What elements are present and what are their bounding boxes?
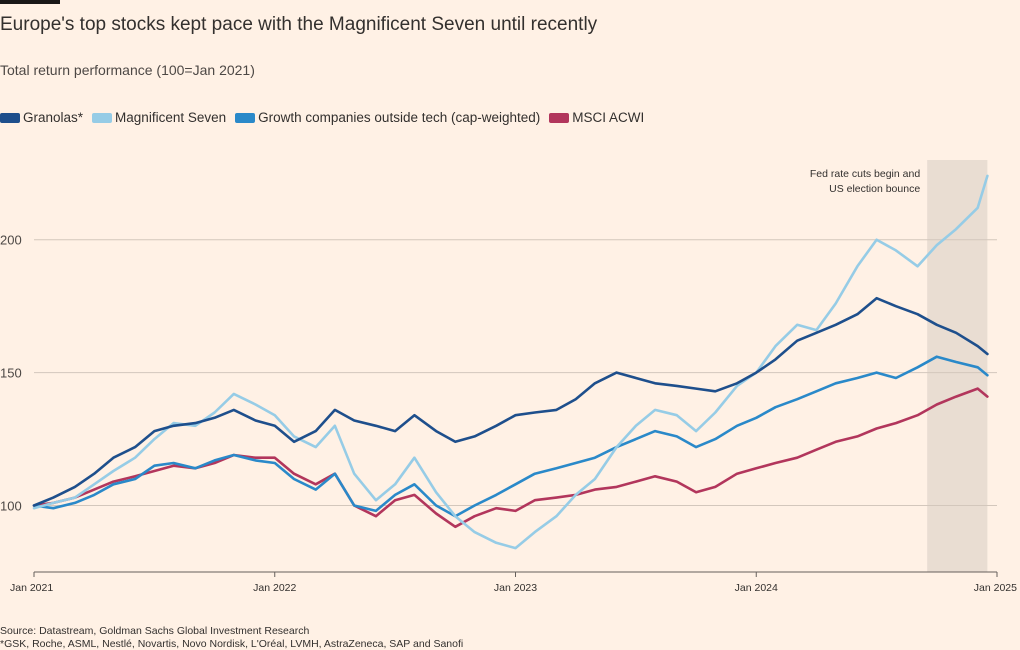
y-tick-label-150: 150 [0, 366, 22, 381]
y-tick-label-200: 200 [0, 233, 22, 248]
x-axis: Jan 2021 Jan 2022 Jan 2023 Jan 2024 Jan 2025 [10, 571, 1017, 594]
source-note: Source: Datastream, Goldman Sachs Global… [0, 625, 310, 637]
legend-label-magnificent-seven: Magnificent Seven [115, 110, 227, 125]
legend-item-magnificent-seven: Magnificent Seven [92, 110, 226, 125]
legend: Granolas* Magnificent Seven Growth compa… [0, 110, 653, 125]
series-line-magnificent-seven [32, 174, 989, 550]
brand-bar [0, 0, 60, 4]
chart-title: Europe's top stocks kept pace with the M… [0, 14, 598, 35]
series-line-msci-acwi [32, 387, 989, 529]
series-line-granolas [32, 296, 989, 507]
y-tick-label-100: 100 [0, 499, 22, 514]
legend-swatch-granolas [0, 112, 20, 123]
legend-item-msci-acwi: MSCI ACWI [549, 110, 644, 125]
chart-subtitle: Total return performance (100=Jan 2021) [0, 62, 255, 78]
series-lines [32, 174, 989, 550]
legend-label-granolas: Granolas* [23, 110, 84, 125]
legend-label-growth-companies: Growth companies outside tech (cap-weigh… [258, 110, 541, 125]
legend-swatch-growth-companies [235, 112, 256, 123]
y-axis-ticks: 100 150 200 [0, 233, 22, 514]
legend-swatch-msci-acwi [549, 112, 570, 123]
legend-item-growth-companies: Growth companies outside tech (cap-weigh… [235, 110, 540, 125]
annotation-line-1: Fed rate cuts begin and [810, 168, 920, 180]
footnote: *GSK, Roche, ASML, Nestlé, Novartis, Nov… [0, 638, 464, 650]
legend-swatch-magnificent-seven [92, 112, 113, 123]
x-tick-label-2023: Jan 2023 [494, 582, 537, 594]
series-line-growth-companies-outside-tech-cap-weighted [32, 355, 989, 518]
legend-item-granolas: Granolas* [0, 110, 83, 125]
x-tick-label-2025: Jan 2025 [974, 582, 1017, 594]
annotation: Fed rate cuts begin and US election bounc… [810, 168, 920, 195]
annotation-line-2: US election bounce [829, 183, 920, 195]
x-tick-label-2022: Jan 2022 [253, 582, 296, 594]
x-tick-label-2024: Jan 2024 [735, 582, 778, 594]
x-tick-label-2021: Jan 2021 [10, 582, 53, 594]
legend-label-msci-acwi: MSCI ACWI [572, 110, 645, 125]
gridlines [34, 239, 997, 507]
shaded-region-rect [927, 160, 988, 572]
shaded-region [927, 160, 988, 572]
